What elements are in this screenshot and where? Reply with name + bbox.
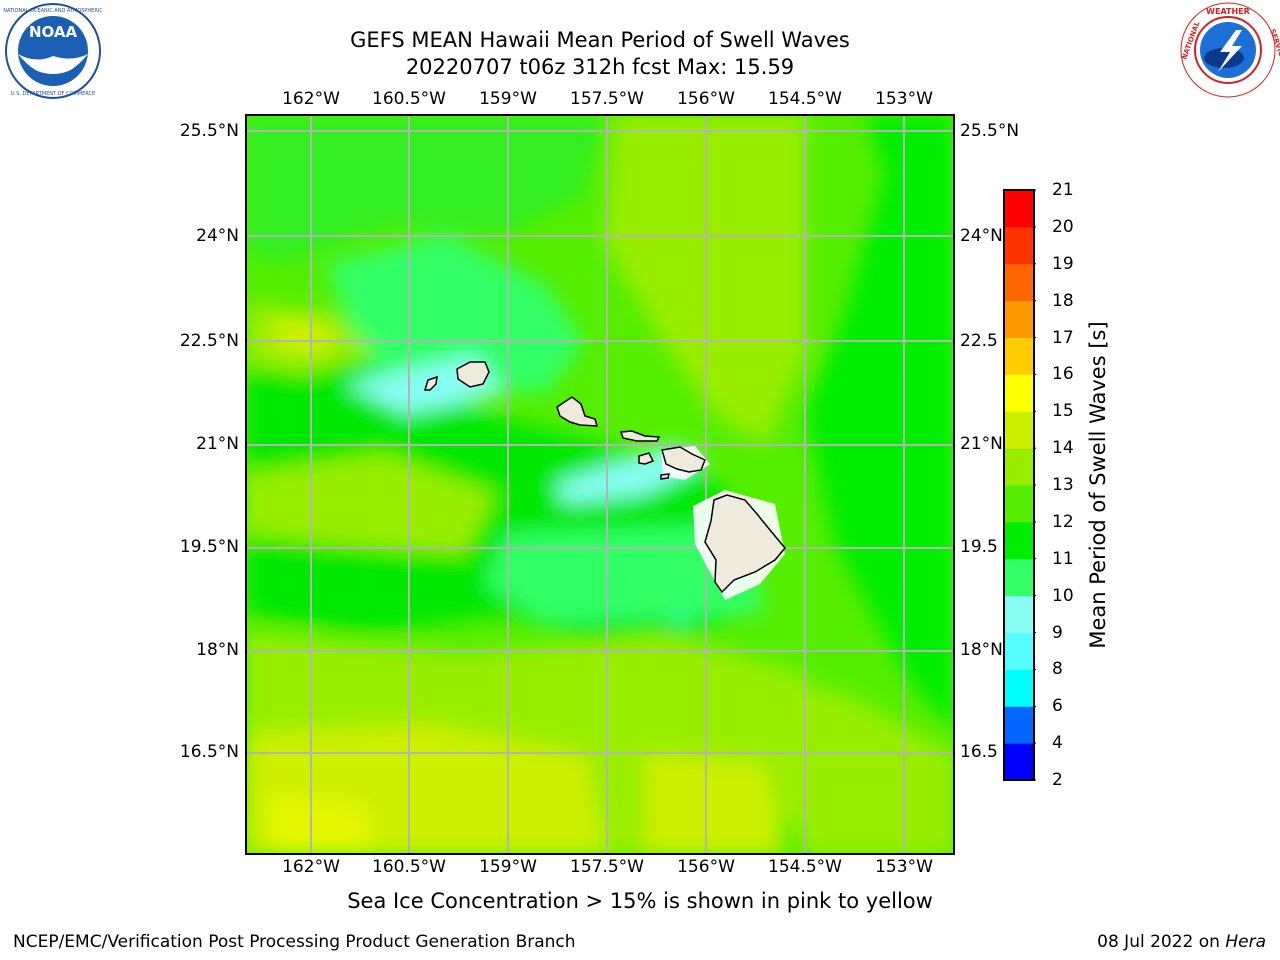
colorbar-segment xyxy=(1004,448,1034,486)
colorbar xyxy=(1003,189,1036,781)
colorbar-tick-label: 9 xyxy=(1052,622,1063,643)
lat-label-right: 19.5 xyxy=(960,537,998,557)
nws-logo: WEATHER NATIONAL SERVICE xyxy=(1180,2,1280,98)
sea-ice-caption: Sea Ice Concentration > 15% is shown in … xyxy=(347,889,933,913)
colorbar-tick-label: 16 xyxy=(1052,364,1074,385)
colorbar-segment xyxy=(1004,190,1034,228)
colorbar-title: Mean Period of Swell Waves [s] xyxy=(1086,321,1110,649)
colorbar-tick-label: 2 xyxy=(1052,770,1063,790)
colorbar-tick-label: 13 xyxy=(1052,475,1074,495)
lon-label-bottom: 159°W xyxy=(479,857,537,877)
maui-island xyxy=(661,446,706,473)
lon-label-top: 157.5°W xyxy=(570,89,644,109)
kauai-island xyxy=(456,361,490,388)
colorbar-segment xyxy=(1004,374,1034,412)
lon-label-top: 159°W xyxy=(479,89,537,109)
lanai-island xyxy=(638,452,655,465)
colorbar-segment xyxy=(1004,669,1034,707)
lon-label-top: 160.5°W xyxy=(372,89,446,109)
lon-label-top: 154.5°W xyxy=(768,89,842,109)
footer-host: Hera xyxy=(1225,932,1266,952)
lat-label-left: 22.5°N xyxy=(179,331,239,351)
svg-text:WEATHER: WEATHER xyxy=(1206,7,1250,16)
colorbar-tick-label: 8 xyxy=(1052,659,1063,680)
oahu-island xyxy=(556,396,599,427)
colorbar-segment xyxy=(1004,632,1034,670)
colorbar-tick-label: 11 xyxy=(1052,548,1074,569)
lat-label-right: 22.5 xyxy=(960,331,998,351)
colorbar-tick-label: 21 xyxy=(1052,180,1074,200)
colorbar-segment xyxy=(1004,300,1034,338)
lat-label-left: 21°N xyxy=(196,434,239,454)
colorbar-tick-label: 17 xyxy=(1052,327,1074,348)
svg-text:U.S. DEPARTMENT OF COMMERCE: U.S. DEPARTMENT OF COMMERCE xyxy=(11,91,95,97)
colorbar-segment xyxy=(1004,263,1034,302)
footer-credit: NCEP/EMC/Verification Post Processing Pr… xyxy=(13,932,576,952)
lon-label-bottom: 156°W xyxy=(677,857,735,877)
colorbar-tick-label: 15 xyxy=(1052,401,1074,422)
chart-title: GEFS MEAN Hawaii Mean Period of Swell Wa… xyxy=(350,28,850,52)
colorbar-tick-label: 14 xyxy=(1052,438,1074,459)
footer-date: 08 Jul 2022 on Hera xyxy=(1097,932,1266,952)
big-island-hawaii xyxy=(704,494,786,594)
lon-label-bottom: 153°W xyxy=(875,857,933,877)
lon-label-top: 162°W xyxy=(282,89,340,109)
lat-label-left: 25.5°N xyxy=(179,121,239,141)
noaa-logo: NOAA NATIONAL OCEANIC AND ATMOSPHERIC U.… xyxy=(3,3,103,99)
colorbar-tick-label: 19 xyxy=(1052,253,1074,274)
colorbar-tick-label: 6 xyxy=(1052,696,1063,717)
colorbar-segment xyxy=(1004,743,1034,781)
swell-period-map xyxy=(245,114,955,855)
svg-text:SERVICE: SERVICE xyxy=(1268,28,1280,62)
lat-label-left: 16.5°N xyxy=(179,742,239,762)
lat-label-right: 16.5 xyxy=(960,742,998,762)
lon-label-bottom: 160.5°W xyxy=(372,857,446,877)
svg-text:NOAA: NOAA xyxy=(29,23,78,41)
colorbar-segment xyxy=(1004,595,1034,633)
lat-label-left: 24°N xyxy=(196,226,239,246)
lat-label-left: 19.5°N xyxy=(179,537,239,557)
lon-label-bottom: 154.5°W xyxy=(768,857,842,877)
lat-label-right: 24°N xyxy=(960,226,1003,246)
colorbar-tick-label: 20 xyxy=(1052,216,1074,237)
lat-label-right: 18°N xyxy=(960,640,1003,660)
chart-subtitle: 20220707 t06z 312h fcst Max: 15.59 xyxy=(405,55,795,79)
colorbar-tick-label: 12 xyxy=(1052,511,1074,532)
molokai-island xyxy=(619,430,661,442)
lat-label-right: 25.5°N xyxy=(960,121,1020,141)
colorbar-segment xyxy=(1004,337,1034,375)
niihau-island xyxy=(423,375,438,391)
colorbar-tick-label: 10 xyxy=(1052,585,1074,606)
colorbar-segment xyxy=(1004,411,1034,449)
colorbar-segment xyxy=(1004,521,1034,560)
kahoolawe-island xyxy=(660,473,670,480)
lon-label-bottom: 162°W xyxy=(282,857,340,877)
lon-label-bottom: 157.5°W xyxy=(570,857,644,877)
colorbar-tick-label: 18 xyxy=(1052,290,1074,311)
lat-label-right: 21°N xyxy=(960,434,1003,454)
colorbar-segment xyxy=(1004,558,1034,597)
lon-label-top: 156°W xyxy=(677,89,735,109)
svg-text:NATIONAL OCEANIC AND ATMOSPHER: NATIONAL OCEANIC AND ATMOSPHERIC xyxy=(3,8,103,14)
footer-date-text: 08 Jul 2022 on xyxy=(1097,932,1226,952)
lat-label-left: 18°N xyxy=(196,640,239,660)
colorbar-tick-label: 4 xyxy=(1052,733,1063,754)
colorbar-segment xyxy=(1004,706,1034,744)
lon-label-top: 153°W xyxy=(875,89,933,109)
colorbar-segment xyxy=(1004,226,1034,265)
colorbar-segment xyxy=(1004,485,1034,523)
